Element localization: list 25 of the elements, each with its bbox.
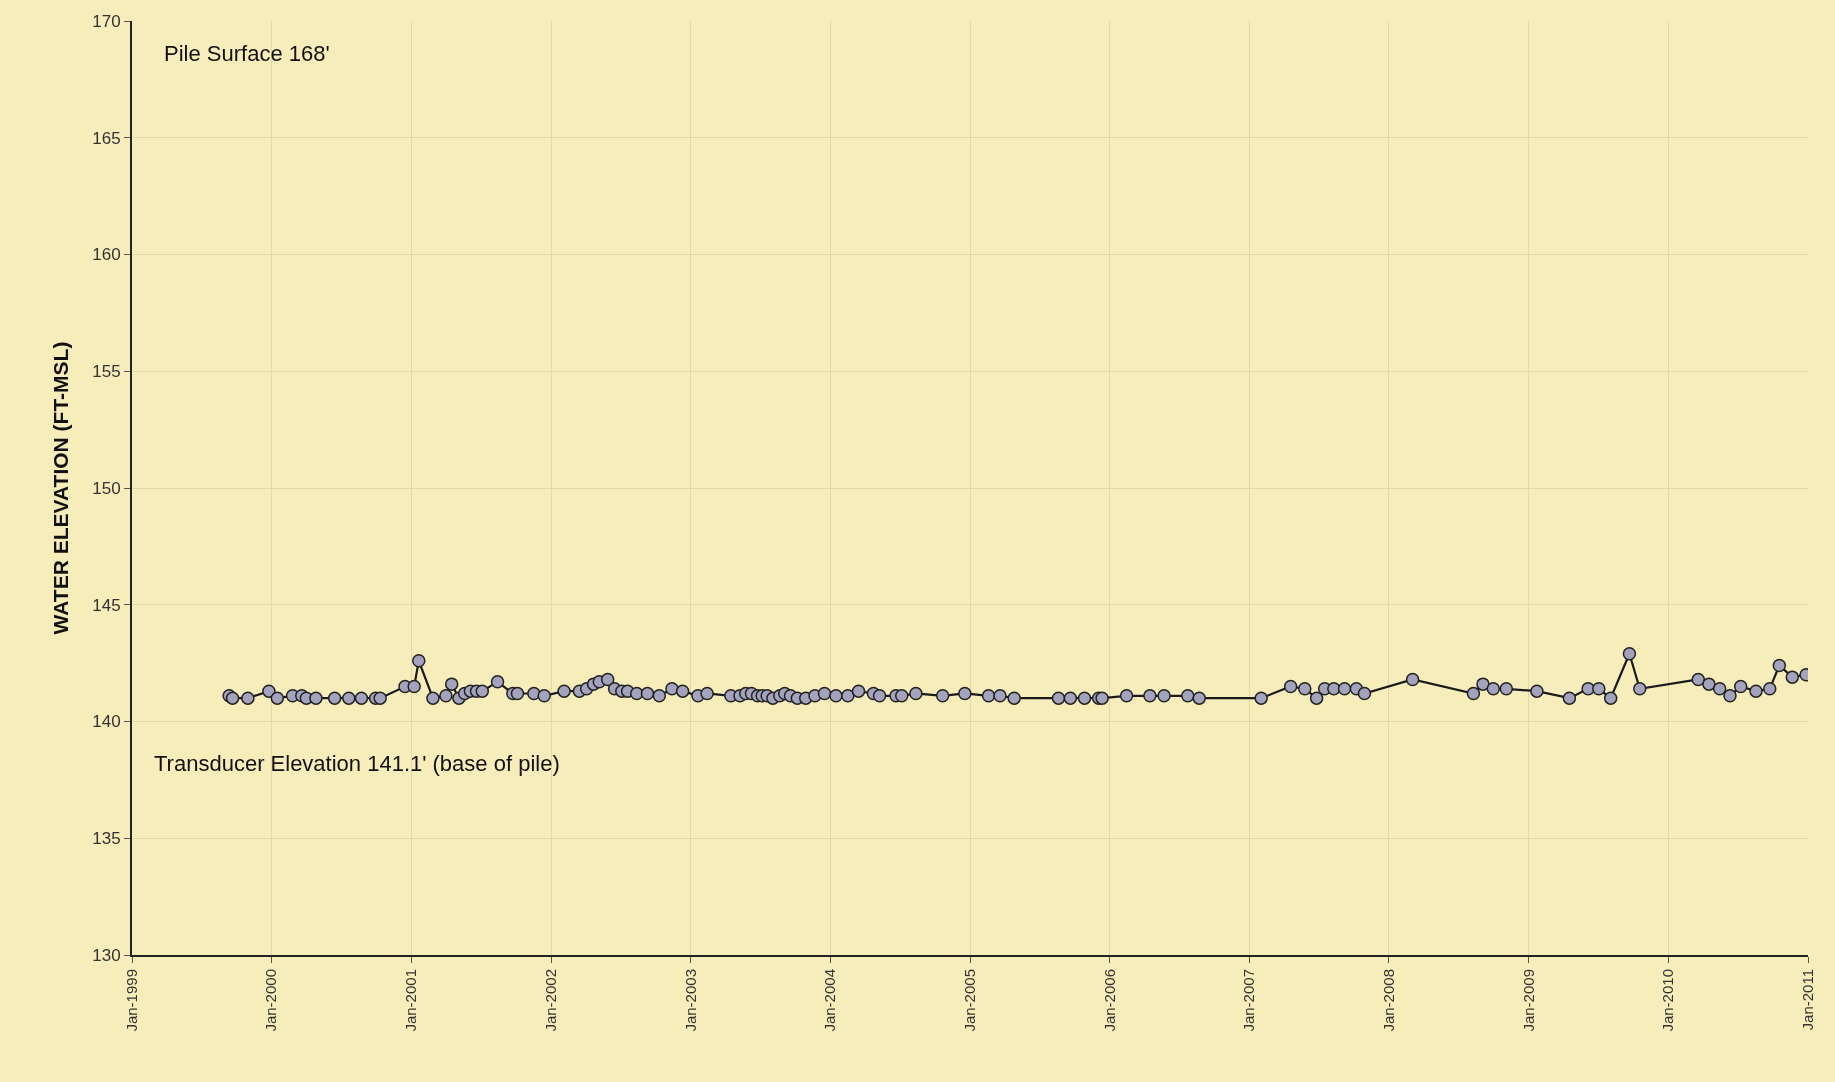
y-tick-label: 155 — [92, 362, 121, 382]
x-tick-label: Jan-2009 — [1519, 969, 1537, 1032]
y-tick-label: 130 — [92, 945, 121, 965]
x-tick-label: Jan-2004 — [821, 969, 839, 1032]
y-axis-title: WATER ELEVATION (FT-MSL) — [48, 341, 72, 635]
x-tick-label: Jan-2000 — [262, 969, 280, 1032]
y-tick-label: 150 — [92, 478, 121, 498]
y-tick-label: 140 — [92, 712, 121, 732]
y-tick-label: 145 — [92, 595, 121, 615]
x-tick-label: Jan-2006 — [1100, 969, 1118, 1032]
x-tick-label: Jan-2010 — [1659, 969, 1677, 1032]
x-tick-label: Jan-2008 — [1379, 969, 1397, 1032]
x-tick-label: Jan-2007 — [1240, 969, 1258, 1032]
x-tick-label: Jan-1999 — [122, 969, 140, 1032]
annotation: Pile Surface 168' — [164, 41, 330, 66]
x-tick-label: Jan-2001 — [402, 969, 420, 1032]
y-tick-label: 170 — [92, 11, 121, 31]
x-tick-label: Jan-2011 — [1798, 969, 1816, 1031]
y-tick-label: 165 — [92, 128, 121, 148]
y-tick-label: 160 — [92, 245, 121, 265]
y-tick-label: 135 — [92, 829, 121, 849]
x-tick-label: Jan-2002 — [541, 969, 559, 1032]
annotation: Transducer Elevation 141.1' (base of pile) — [154, 751, 560, 776]
x-tick-label: Jan-2005 — [961, 969, 979, 1032]
x-tick-label: Jan-2003 — [681, 969, 699, 1032]
